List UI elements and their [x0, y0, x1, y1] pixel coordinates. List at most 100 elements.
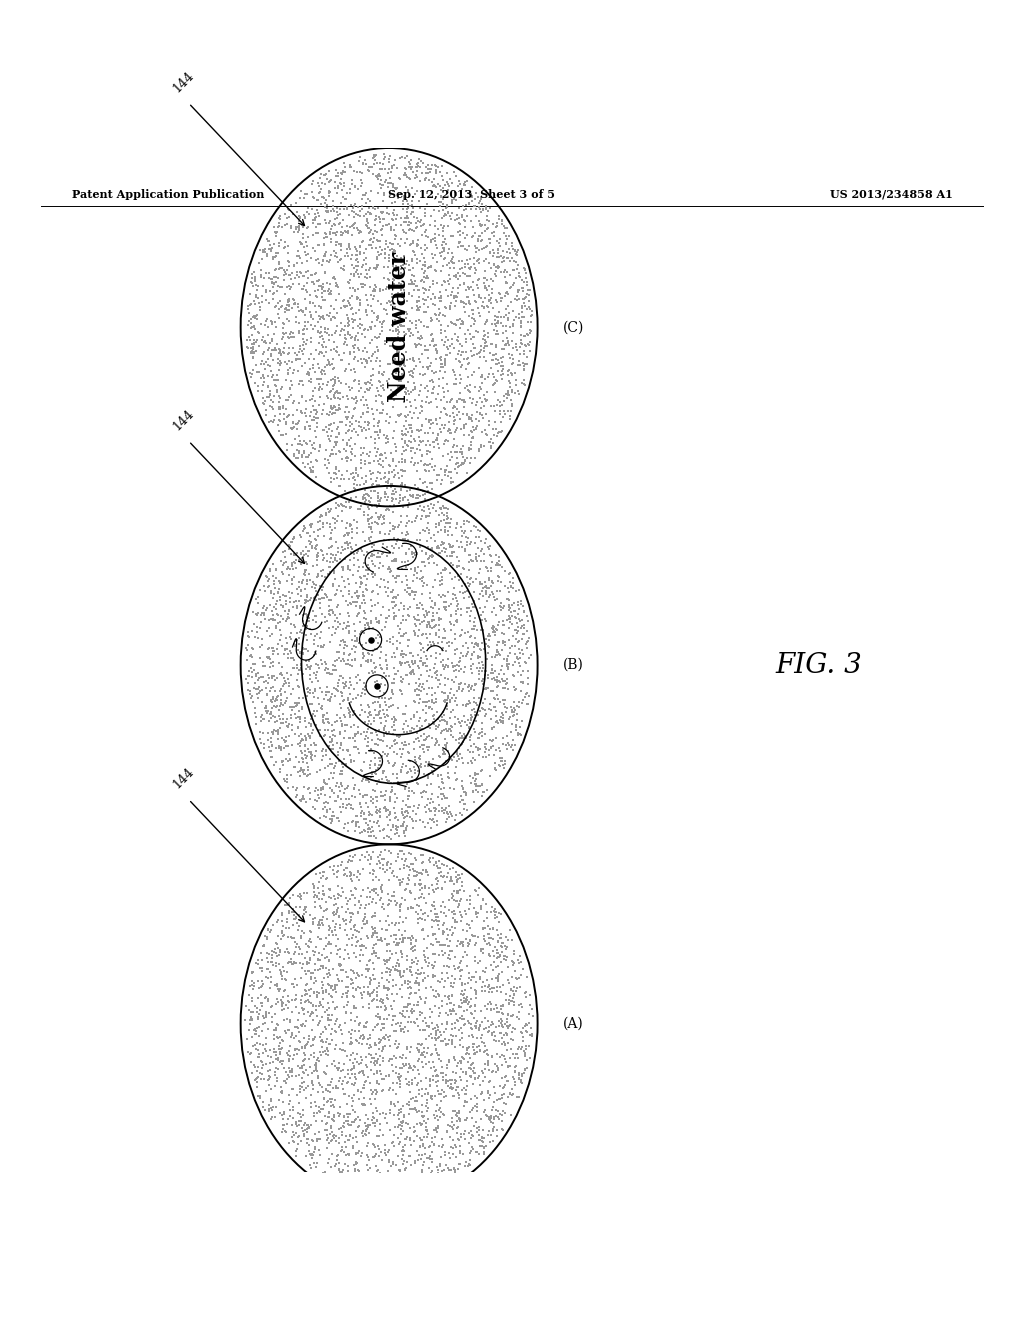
Point [338, 407, 354, 428]
Point [298, 399, 314, 420]
Point [453, 345, 469, 366]
Point [267, 312, 284, 333]
Point [516, 257, 532, 279]
Point [273, 993, 290, 1014]
Point [265, 267, 282, 288]
Point [388, 341, 404, 362]
Point [294, 573, 310, 594]
Point [318, 1028, 335, 1049]
Point [379, 969, 395, 990]
Point [281, 714, 297, 735]
Point [343, 919, 359, 940]
Point [393, 871, 410, 892]
Point [388, 255, 404, 276]
Point [253, 977, 269, 998]
Point [360, 825, 377, 846]
Point [362, 545, 379, 566]
Point [369, 574, 385, 595]
Point [472, 896, 488, 917]
Point [520, 297, 537, 318]
Point [412, 693, 428, 714]
Point [454, 960, 470, 981]
Point [340, 309, 356, 330]
Point [347, 805, 364, 826]
Point [255, 240, 271, 261]
Point [351, 566, 368, 587]
Point [302, 949, 318, 970]
Point [356, 185, 373, 206]
Point [245, 306, 261, 327]
Point [246, 334, 262, 355]
Point [487, 265, 504, 286]
Point [365, 475, 381, 496]
Point [317, 504, 334, 525]
Point [301, 562, 317, 583]
Point [351, 1089, 368, 1110]
Point [408, 866, 424, 887]
Point [385, 1008, 401, 1030]
Point [380, 906, 396, 927]
Point [445, 1026, 462, 1047]
Point [291, 726, 307, 747]
Point [266, 247, 283, 268]
Point [500, 380, 516, 401]
Point [477, 661, 494, 682]
Point [378, 1144, 394, 1166]
Point [285, 1131, 301, 1152]
Point [407, 652, 423, 673]
Point [333, 631, 349, 652]
Point [329, 1146, 345, 1167]
Point [330, 537, 346, 558]
Point [380, 473, 396, 494]
Point [423, 308, 439, 329]
Point [292, 1082, 308, 1104]
Point [426, 704, 442, 725]
Point [342, 865, 358, 886]
Point [473, 550, 489, 572]
Point [350, 587, 367, 609]
Point [323, 748, 339, 770]
Point [299, 251, 315, 272]
Point [455, 678, 471, 700]
Point [478, 628, 495, 649]
Point [267, 1003, 284, 1024]
Point [463, 409, 479, 430]
Point [426, 899, 442, 920]
Point [369, 1110, 385, 1131]
Point [412, 964, 428, 985]
Point [481, 1121, 498, 1142]
Point [264, 954, 281, 975]
Point [474, 364, 490, 385]
Point [515, 618, 531, 639]
Point [371, 371, 387, 392]
Point [449, 310, 465, 331]
Point [328, 372, 344, 393]
Point [349, 628, 366, 649]
Point [438, 906, 455, 927]
Point [396, 1106, 413, 1127]
Point [246, 306, 262, 327]
Point [273, 561, 290, 582]
Point [384, 717, 400, 738]
Point [506, 260, 522, 281]
Point [414, 1106, 430, 1127]
Point [367, 257, 383, 279]
Point [498, 321, 514, 342]
Point [252, 239, 268, 260]
Point [501, 384, 517, 405]
Point [291, 590, 307, 611]
Point [318, 801, 335, 822]
Point [239, 330, 255, 351]
Point [251, 322, 267, 343]
Point [492, 964, 508, 985]
Point [441, 422, 458, 444]
Point [276, 298, 293, 319]
Point [341, 793, 357, 814]
Point [457, 1155, 473, 1176]
Point [463, 677, 479, 698]
Text: (B): (B) [563, 659, 584, 672]
Point [260, 1069, 276, 1090]
Point [477, 688, 494, 709]
Point [436, 433, 453, 454]
Point [291, 688, 307, 709]
